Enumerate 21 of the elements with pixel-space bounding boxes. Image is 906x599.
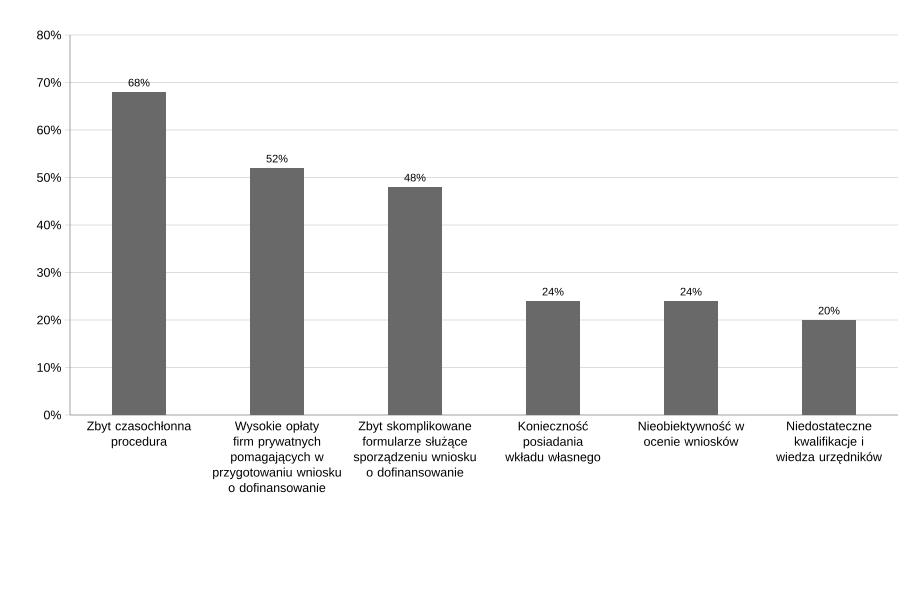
x-tick-label: Nieobiektywność w ocenie wniosków [638, 421, 744, 446]
data-label: 20% [818, 306, 840, 314]
y-tick-label: 50% [37, 173, 62, 182]
y-tick-label: 0% [44, 410, 62, 420]
data-label: 24% [542, 288, 564, 296]
y-tick-label: 80% [37, 30, 62, 40]
x-tick-label: Niedostateczne kwalifikacje i wiedza urzędników [776, 421, 882, 464]
y-tick-label: 70% [37, 78, 62, 87]
y-tick-label: 20% [37, 316, 62, 324]
y-tick-label: 30% [37, 268, 62, 277]
x-tick-label: Konieczność posiadania wkładu własnego [505, 421, 600, 464]
data-label: 24% [680, 288, 702, 296]
x-tick-label: Wysokie opłaty firm prywatnych pomagających w przygotowaniu wniosku o dofinansowanie [213, 421, 341, 492]
data-label: 68% [128, 78, 150, 86]
x-tick-label: Zbyt czasochłonna procedura [87, 421, 192, 448]
data-label: 48% [404, 174, 426, 182]
data-label: 52% [266, 154, 288, 162]
y-tick-label: 10% [38, 363, 62, 372]
x-tick-label: Zbyt skomplikowane formularze służące sporządzeniu wniosku o dofinansowanie [354, 421, 476, 477]
y-tick-label: 60% [37, 126, 62, 134]
y-tick-label: 40% [36, 220, 62, 230]
